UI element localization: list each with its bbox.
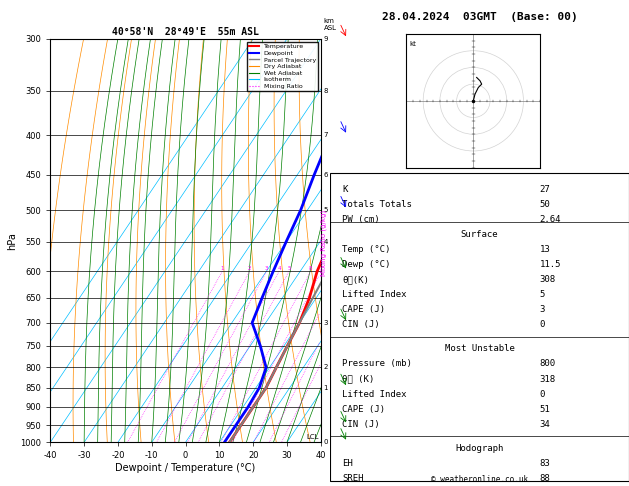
Text: 6: 6 xyxy=(323,172,328,178)
Text: Surface: Surface xyxy=(461,230,498,239)
Text: 88: 88 xyxy=(540,474,550,483)
Text: 13: 13 xyxy=(540,245,550,254)
Text: kt: kt xyxy=(410,41,417,47)
X-axis label: Dewpoint / Temperature (°C): Dewpoint / Temperature (°C) xyxy=(116,463,255,473)
Text: CIN (J): CIN (J) xyxy=(342,420,380,429)
Text: CIN (J): CIN (J) xyxy=(342,320,380,330)
Legend: Temperature, Dewpoint, Parcel Trajectory, Dry Adiabat, Wet Adiabat, Isotherm, Mi: Temperature, Dewpoint, Parcel Trajectory… xyxy=(247,42,318,91)
Bar xyxy=(330,173,629,481)
Text: 50: 50 xyxy=(540,200,550,209)
Text: θᴇ(K): θᴇ(K) xyxy=(342,275,369,284)
Text: Most Unstable: Most Unstable xyxy=(445,345,515,353)
Text: EH: EH xyxy=(342,459,353,468)
Text: 1: 1 xyxy=(323,385,328,391)
Text: 308: 308 xyxy=(540,275,555,284)
Text: 5: 5 xyxy=(323,207,328,213)
Text: 34: 34 xyxy=(540,420,550,429)
Text: 4: 4 xyxy=(277,266,281,271)
Text: 83: 83 xyxy=(540,459,550,468)
Text: 11.5: 11.5 xyxy=(540,260,561,269)
Text: 3: 3 xyxy=(265,266,269,271)
Text: © weatheronline.co.uk: © weatheronline.co.uk xyxy=(431,474,528,484)
Text: Temp (°C): Temp (°C) xyxy=(342,245,391,254)
Text: 28.04.2024  03GMT  (Base: 00): 28.04.2024 03GMT (Base: 00) xyxy=(382,12,577,22)
Text: 9: 9 xyxy=(323,36,328,42)
Text: 27: 27 xyxy=(540,185,550,194)
Text: Lifted Index: Lifted Index xyxy=(342,390,407,399)
Text: 0: 0 xyxy=(323,439,328,445)
Text: Pressure (mb): Pressure (mb) xyxy=(342,360,412,368)
Title: 40°58'N  28°49'E  55m ASL: 40°58'N 28°49'E 55m ASL xyxy=(112,27,259,37)
Text: 1: 1 xyxy=(221,266,224,271)
Text: CAPE (J): CAPE (J) xyxy=(342,305,385,314)
Text: Totals Totals: Totals Totals xyxy=(342,200,412,209)
Text: 318: 318 xyxy=(540,375,555,383)
Text: Mixing Ratio (g/kg): Mixing Ratio (g/kg) xyxy=(321,210,327,276)
Text: LCL: LCL xyxy=(306,434,319,440)
Text: 51: 51 xyxy=(540,405,550,414)
Text: 2: 2 xyxy=(323,364,328,370)
Text: Lifted Index: Lifted Index xyxy=(342,290,407,299)
Text: 3: 3 xyxy=(540,305,545,314)
Text: 2: 2 xyxy=(248,266,252,271)
Text: 0: 0 xyxy=(540,320,545,330)
Text: 5: 5 xyxy=(540,290,545,299)
Y-axis label: hPa: hPa xyxy=(8,232,18,249)
Text: SREH: SREH xyxy=(342,474,364,483)
Text: CAPE (J): CAPE (J) xyxy=(342,405,385,414)
Text: Hodograph: Hodograph xyxy=(455,444,504,453)
Text: K: K xyxy=(342,185,348,194)
Text: 800: 800 xyxy=(540,360,555,368)
Text: θᴇ (K): θᴇ (K) xyxy=(342,375,374,383)
Text: PW (cm): PW (cm) xyxy=(342,215,380,224)
Text: 8: 8 xyxy=(323,87,328,93)
Text: km
ASL: km ASL xyxy=(323,18,337,31)
Text: 2.64: 2.64 xyxy=(540,215,561,224)
Text: 7: 7 xyxy=(323,132,328,138)
Text: 0: 0 xyxy=(540,390,545,399)
Text: 3: 3 xyxy=(323,320,328,326)
Text: Dewp (°C): Dewp (°C) xyxy=(342,260,391,269)
Text: 5: 5 xyxy=(287,266,291,271)
Text: 8: 8 xyxy=(309,266,313,271)
Text: 4: 4 xyxy=(323,239,328,245)
